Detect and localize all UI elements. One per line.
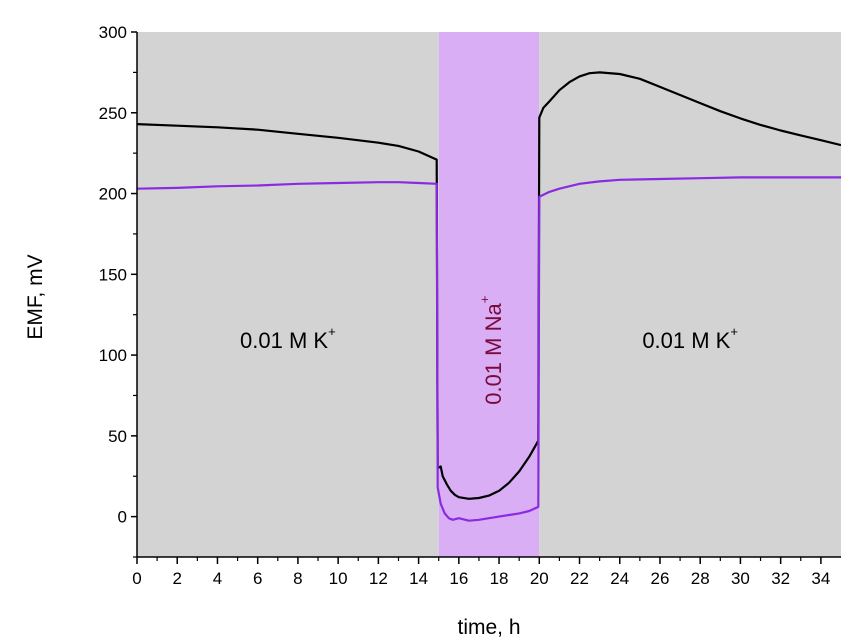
x-tick-label: 0: [132, 569, 141, 588]
y-tick-label: 200: [99, 185, 127, 204]
regions-layer: [137, 32, 841, 557]
x-tick-label: 32: [771, 569, 790, 588]
x-tick-label: 4: [213, 569, 222, 588]
x-tick-label: 30: [731, 569, 750, 588]
region-label-0: 0.01 M K+: [240, 325, 336, 353]
series-line-0: [136, 71, 841, 500]
region-band-0: [137, 32, 439, 557]
y-axis-title: EMF, mV: [24, 254, 47, 339]
x-tick-label: 20: [530, 569, 549, 588]
x-tick-label: 10: [329, 569, 348, 588]
series-layer: [136, 71, 841, 522]
series-line-1: [136, 176, 841, 522]
x-axis-title: time, h: [457, 616, 520, 639]
x-tick-label: 12: [369, 569, 388, 588]
x-tick-label: 18: [490, 569, 509, 588]
region-label-1: 0.01 M Na+: [477, 296, 505, 405]
x-tick-label: 14: [409, 569, 428, 588]
region-label-superscript: +: [477, 296, 492, 304]
y-tick-label: 50: [108, 427, 127, 446]
y-tick-label: 300: [99, 23, 127, 42]
x-tick-label: 28: [691, 569, 710, 588]
region-label-superscript: +: [328, 325, 336, 340]
x-tick-label: 22: [570, 569, 589, 588]
y-tick-label: 100: [99, 346, 127, 365]
region-labels-layer: 0.01 M K+ 0.01 M Na+ 0.01 M K+: [240, 296, 738, 405]
x-tick-label: 26: [651, 569, 670, 588]
x-tick-label: 6: [253, 569, 262, 588]
x-tick-label: 24: [610, 569, 629, 588]
x-tick-label: 2: [172, 569, 181, 588]
region-band-2: [539, 32, 841, 557]
y-tick-label: 150: [99, 265, 127, 284]
region-label-2: 0.01 M K+: [642, 325, 738, 353]
x-tick-label: 8: [293, 569, 302, 588]
y-tick-label: 250: [99, 104, 127, 123]
x-tick-label: 16: [449, 569, 468, 588]
region-band-1: [438, 32, 540, 557]
y-tick-label: 0: [118, 508, 127, 527]
x-tick-label: 34: [811, 569, 830, 588]
region-label-superscript: +: [730, 325, 738, 340]
